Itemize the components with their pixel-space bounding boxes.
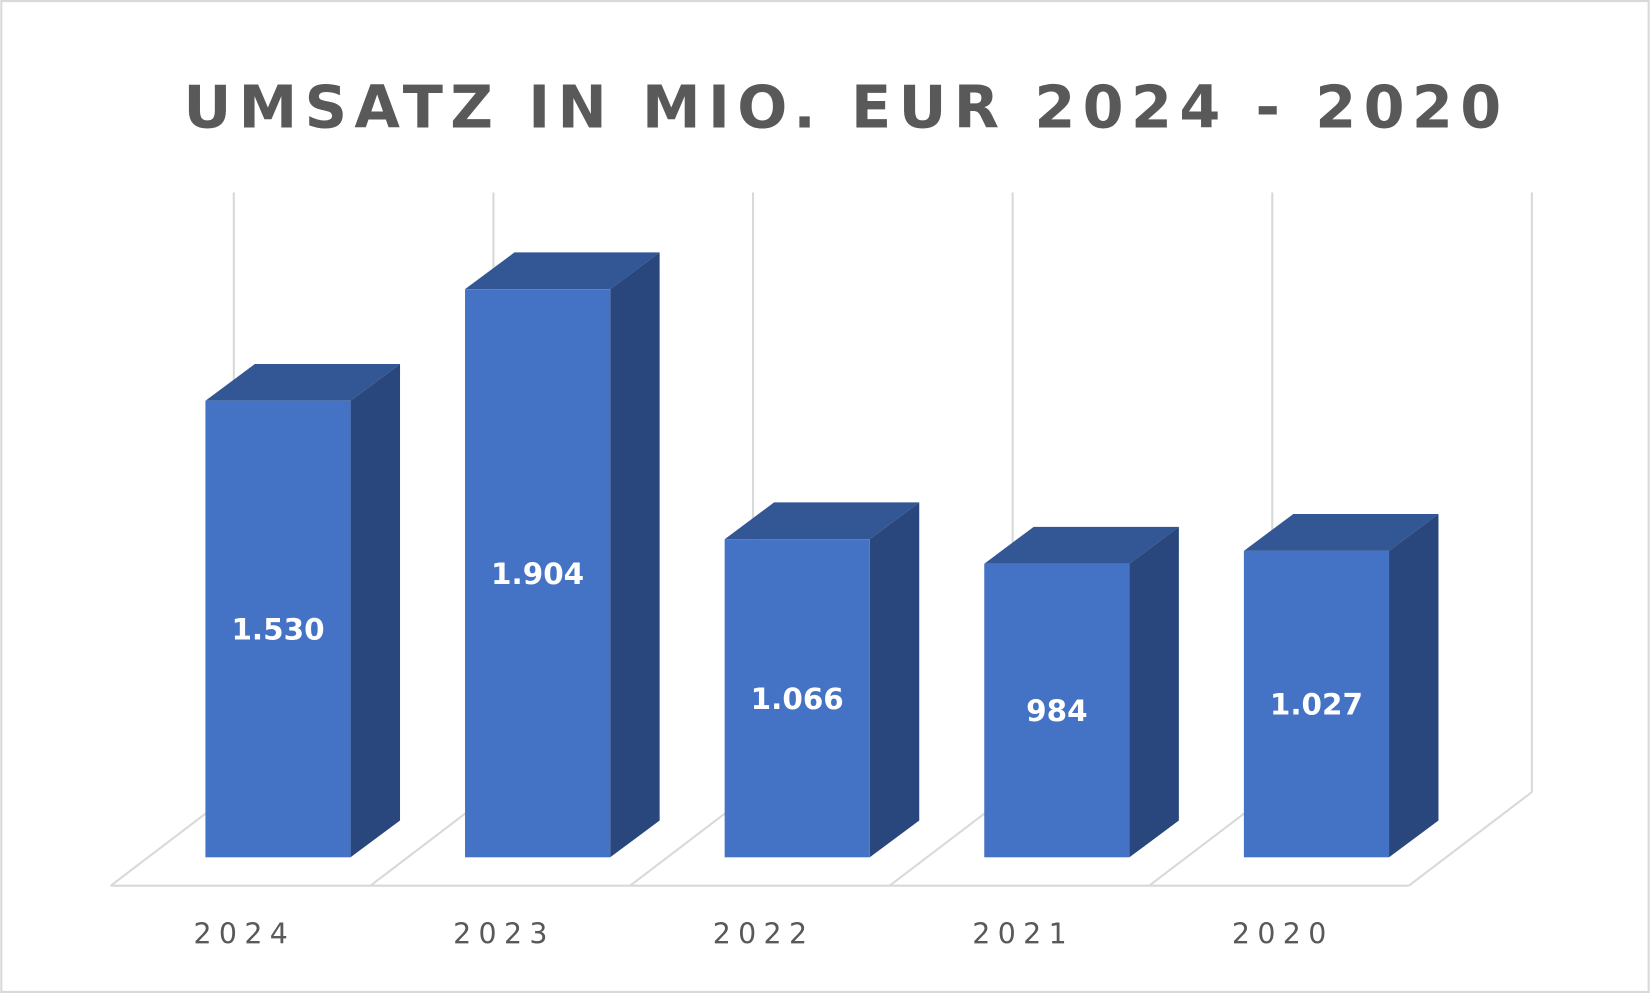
floor-divider	[1408, 791, 1533, 887]
bar-2024: 1.530	[205, 363, 401, 858]
bar-front-face	[1243, 550, 1390, 858]
chart-title: UMSATZ IN MIO. EUR 2024 - 2020	[183, 72, 1508, 141]
bar-top-face	[205, 363, 401, 401]
bar-side-face	[869, 502, 920, 858]
bar-front-face	[205, 400, 351, 858]
data-label: 984	[1026, 694, 1087, 728]
bar-side-face	[350, 363, 401, 858]
bar-side-face	[1129, 526, 1179, 858]
bars: 1.530 1.904 1.066 984 1.027	[205, 252, 1439, 858]
bar-top-face	[465, 252, 660, 290]
bar-top-face	[1243, 514, 1439, 551]
bar-front-face	[984, 563, 1130, 858]
bar-side-face	[610, 252, 660, 858]
data-label: 1.066	[751, 682, 844, 716]
bar-2020: 1.027	[1243, 514, 1439, 858]
bar-side-face	[1389, 514, 1439, 858]
bar-2022: 1.066	[724, 502, 920, 858]
category-labels: 2024 2023 2022 2021 2020	[193, 918, 1334, 951]
bar-front-face	[465, 289, 611, 858]
data-label: 1.530	[231, 613, 324, 647]
category-label: 2023	[453, 918, 555, 951]
category-label: 2022	[713, 918, 815, 951]
bar-2021: 984	[984, 526, 1179, 858]
data-label: 1.904	[491, 557, 584, 591]
bar-top-face	[724, 502, 920, 540]
data-label: 1.027	[1270, 688, 1363, 722]
bar-top-face	[984, 526, 1179, 564]
bar-2023: 1.904	[465, 252, 660, 858]
bar-front-face	[724, 539, 870, 858]
category-label: 2020	[1232, 918, 1334, 951]
category-label: 2021	[972, 918, 1074, 951]
category-label: 2024	[193, 918, 295, 951]
